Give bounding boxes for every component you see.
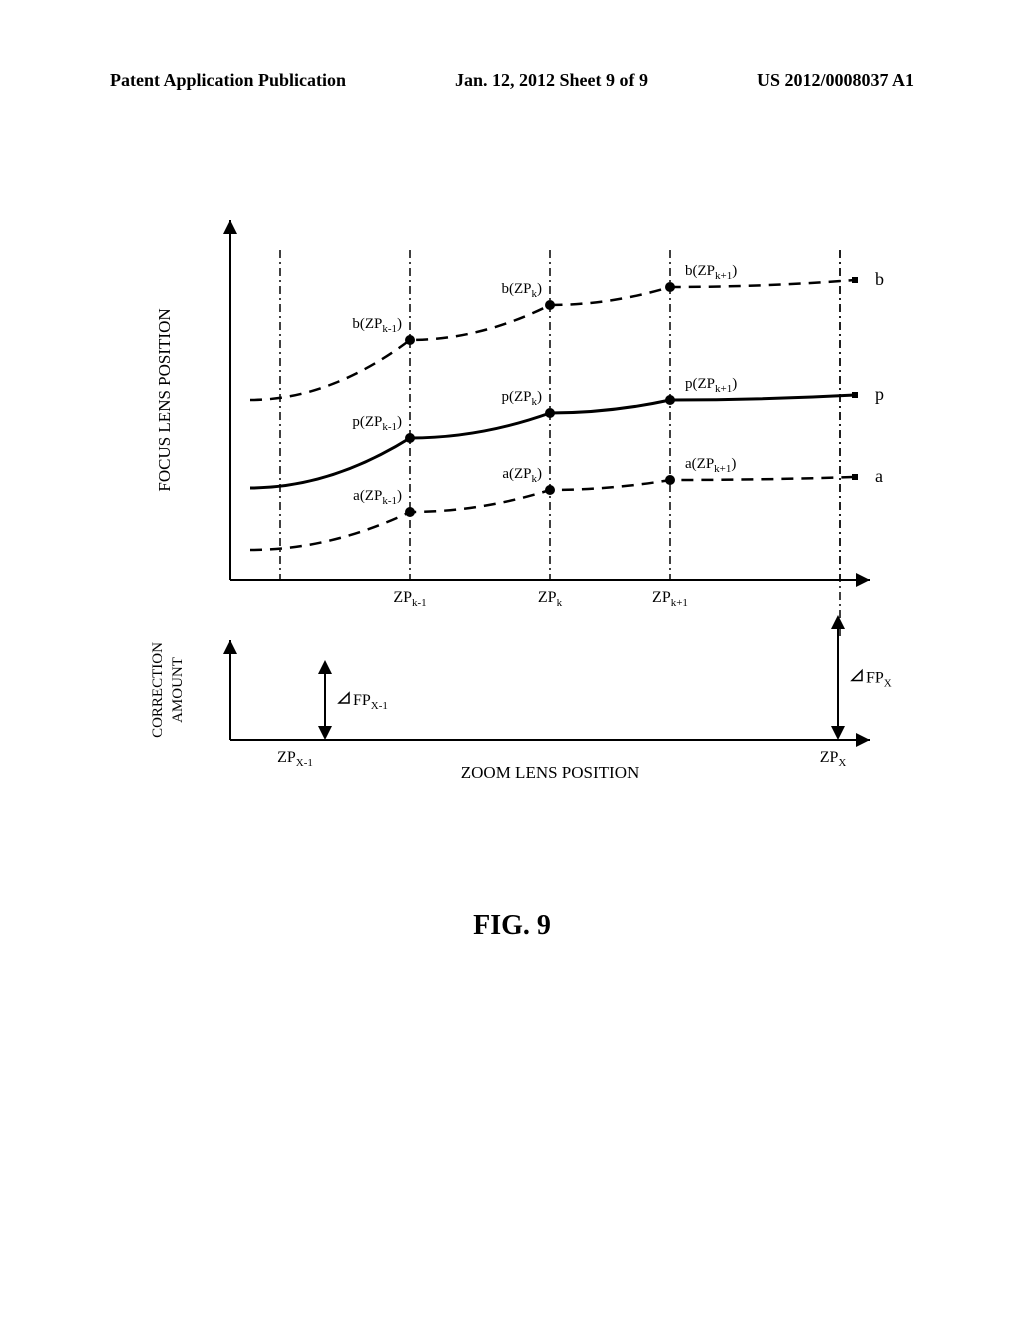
svg-text:FPX-1: FPX-1 xyxy=(353,692,388,712)
svg-text:ZOOM LENS POSITION: ZOOM LENS POSITION xyxy=(461,763,640,782)
svg-text:p(ZPk-1): p(ZPk-1) xyxy=(352,414,402,433)
svg-text:FOCUS LENS POSITION: FOCUS LENS POSITION xyxy=(155,308,174,491)
svg-text:ZPk: ZPk xyxy=(538,589,563,609)
svg-text:b: b xyxy=(875,269,884,289)
svg-text:b(ZPk-1): b(ZPk-1) xyxy=(352,316,402,335)
svg-text:a: a xyxy=(875,466,883,486)
svg-text:FPX: FPX xyxy=(866,670,892,690)
chart-svg: FOCUS LENS POSITION ZPk-1 ZPk ZPk+1 b b(ZPk-1… xyxy=(110,200,914,800)
page-header: Patent Application Publication Jan. 12, … xyxy=(0,70,1024,91)
svg-text:ZPX-1: ZPX-1 xyxy=(277,749,313,769)
svg-text:a(ZPk): a(ZPk) xyxy=(502,466,542,485)
svg-text:ZPk+1: ZPk+1 xyxy=(652,589,688,609)
svg-text:b(ZPk+1): b(ZPk+1) xyxy=(685,263,737,282)
header-center: Jan. 12, 2012 Sheet 9 of 9 xyxy=(455,70,648,91)
svg-text:ZPk-1: ZPk-1 xyxy=(393,589,426,609)
chart-container: FOCUS LENS POSITION ZPk-1 ZPk ZPk+1 b b(ZPk-1… xyxy=(110,200,914,790)
figure-caption: FIG. 9 xyxy=(0,910,1024,942)
header-left: Patent Application Publication xyxy=(110,70,346,91)
svg-text:a(ZPk+1): a(ZPk+1) xyxy=(685,456,736,475)
svg-text:p: p xyxy=(875,384,884,404)
svg-text:b(ZPk): b(ZPk) xyxy=(502,281,543,300)
svg-text:p(ZPk+1): p(ZPk+1) xyxy=(685,376,737,395)
svg-text:CORRECTION: CORRECTION xyxy=(150,642,166,738)
header-right: US 2012/0008037 A1 xyxy=(757,70,914,91)
svg-text:AMOUNT: AMOUNT xyxy=(170,657,186,723)
svg-text:ZPX: ZPX xyxy=(820,749,847,769)
svg-text:a(ZPk-1): a(ZPk-1) xyxy=(353,488,402,507)
svg-text:p(ZPk): p(ZPk) xyxy=(502,389,543,408)
